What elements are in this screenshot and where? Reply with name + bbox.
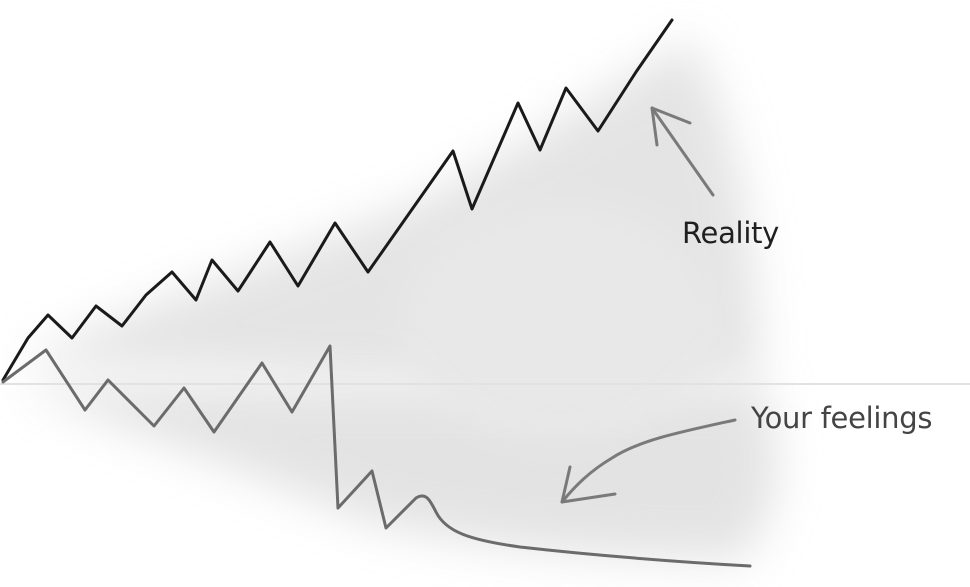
feelings-arrow-shaft	[560, 418, 737, 504]
reality-arrow-head	[650, 106, 692, 147]
reality-line	[1, 18, 674, 382]
reality-arrow-shaft	[650, 106, 715, 197]
reality-arrow	[650, 106, 715, 197]
feelings-arrow-head	[560, 465, 617, 504]
reality-label: Reality	[682, 216, 780, 250]
feelings-label: Your feelings	[751, 401, 933, 435]
feelings-line	[1, 344, 752, 568]
background-shading	[20, 40, 778, 560]
feelings-arrow	[560, 418, 737, 504]
center-shade	[400, 200, 720, 440]
